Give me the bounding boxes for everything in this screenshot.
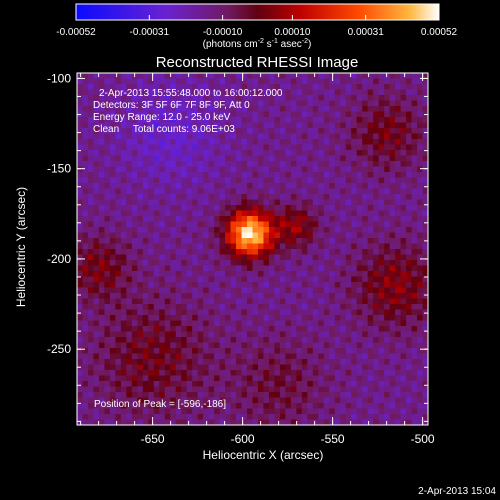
time-range-label: 2-Apr-2013 15:55:48.000 to 16:00:12.000 xyxy=(99,88,283,99)
colorbar-tick-label: -0.00010 xyxy=(203,27,243,38)
colorbar-tick-label: -0.00052 xyxy=(56,27,96,38)
detectors-label: Detectors: 3F 5F 6F 7F 8F 9F, Att 0 xyxy=(93,100,250,111)
clean-counts-label: Clean Total counts: 9.06E+03 xyxy=(93,124,235,135)
footer-timestamp: 2-Apr-2013 15:04 xyxy=(418,486,496,497)
x-axis-label: Heliocentric X (arcsec) xyxy=(203,448,324,462)
y-tick-label: -150 xyxy=(47,162,71,176)
colorbar-ticks: -0.00052 -0.00031 -0.00010 0.00010 0.00031 0.… xyxy=(56,15,458,38)
colorbar-tick-label: 0.00010 xyxy=(274,27,311,38)
x-tick-label: -550 xyxy=(321,432,345,446)
plot-frame xyxy=(76,72,429,426)
x-tick-label: -500 xyxy=(411,432,435,446)
energy-range-label: Energy Range: 12.0 - 25.0 keV xyxy=(93,112,231,123)
colorbar-tick-label: 0.00052 xyxy=(421,27,458,38)
colorbar xyxy=(75,3,440,21)
y-tick-label: -100 xyxy=(47,71,71,85)
peak-position-label: Position of Peak = [-596,-186] xyxy=(94,399,226,410)
chart-title: Reconstructed RHESSI Image xyxy=(156,54,359,71)
axis-ticks: -650 -600 -550 -500 -100 -150 -200 -250 xyxy=(47,71,435,446)
x-tick-label: -600 xyxy=(231,432,255,446)
colorbar-units: (photons cm-2 s-1 asec-2) xyxy=(203,38,312,50)
x-tick-label: -650 xyxy=(141,432,165,446)
colorbar-tick-label: -0.00031 xyxy=(130,27,170,38)
y-tick-label: -200 xyxy=(47,252,71,266)
heatmap-image xyxy=(77,73,428,425)
y-tick-label: -250 xyxy=(47,342,71,356)
colorbar-tick-label: 0.00031 xyxy=(348,27,385,38)
y-axis-label: Heliocentric Y (arcsec) xyxy=(14,187,28,307)
